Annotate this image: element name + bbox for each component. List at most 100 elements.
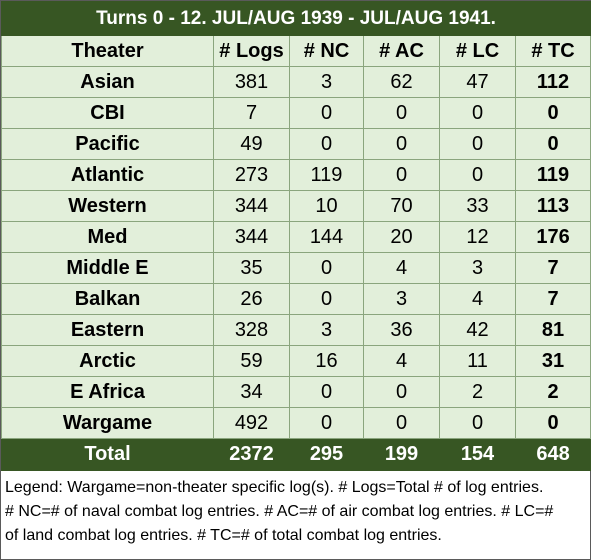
total-lc: 154 [439,438,516,471]
total-logs: 2372 [213,438,290,471]
cell-lc: 4 [439,283,516,315]
cell-ac: 4 [363,252,440,284]
table-row: Med 344 144 20 12 176 [1,221,591,253]
legend-line: of land combat log entries. # TC=# of to… [5,527,442,544]
total-ac: 199 [363,438,440,471]
table-row: Balkan 26 0 3 4 7 [1,283,591,315]
table-title: Turns 0 - 12. JUL/AUG 1939 - JUL/AUG 194… [0,1,591,36]
cell-theater: Asian [1,66,214,98]
cell-lc: 12 [439,221,516,253]
cell-logs: 34 [213,376,290,408]
cell-logs: 328 [213,314,290,346]
cell-tc: 113 [514,190,591,222]
table-row: CBI 7 0 0 0 0 [1,97,591,129]
cell-ac: 0 [363,128,440,160]
cell-tc: 119 [514,159,591,191]
cell-nc: 0 [289,252,364,284]
cell-tc: 31 [514,345,591,377]
cell-theater: Arctic [1,345,214,377]
cell-tc: 0 [514,97,591,129]
table-row: Middle E 35 0 4 3 7 [1,252,591,284]
cell-logs: 273 [213,159,290,191]
cell-theater: Med [1,221,214,253]
cell-theater: Atlantic [1,159,214,191]
table-title-row: Turns 0 - 12. JUL/AUG 1939 - JUL/AUG 194… [0,1,591,36]
cell-theater: Wargame [1,407,214,439]
header-theater: Theater [1,35,214,67]
cell-logs: 492 [213,407,290,439]
cell-lc: 0 [439,407,516,439]
cell-lc: 0 [439,159,516,191]
cell-ac: 4 [363,345,440,377]
cell-tc: 0 [514,128,591,160]
legend: Legend: Wargame=non-theater specific log… [5,476,588,548]
total-tc: 648 [514,438,591,471]
table-row: Asian 381 3 62 47 112 [1,66,591,98]
cell-ac: 0 [363,97,440,129]
cell-nc: 144 [289,221,364,253]
header-ac: # AC [363,35,440,67]
cell-nc: 10 [289,190,364,222]
table-row: E Africa 34 0 0 2 2 [1,376,591,408]
header-logs: # Logs [213,35,290,67]
legend-line: Legend: Wargame=non-theater specific log… [5,479,544,496]
cell-theater: E Africa [1,376,214,408]
cell-nc: 119 [289,159,364,191]
cell-lc: 42 [439,314,516,346]
cell-tc: 112 [514,66,591,98]
header-tc: # TC [514,35,591,67]
table-row: Pacific 49 0 0 0 0 [1,128,591,160]
cell-lc: 33 [439,190,516,222]
cell-nc: 0 [289,97,364,129]
cell-ac: 20 [363,221,440,253]
table-row: Western 344 10 70 33 113 [1,190,591,222]
cell-nc: 0 [289,376,364,408]
total-row: Total 2372 295 199 154 648 [1,438,591,471]
cell-lc: 11 [439,345,516,377]
cell-theater: CBI [1,97,214,129]
legend-line: # NC=# of naval combat log entries. # AC… [5,503,554,520]
cell-tc: 0 [514,407,591,439]
combat-log-table: Turns 0 - 12. JUL/AUG 1939 - JUL/AUG 194… [0,1,591,471]
cell-logs: 7 [213,97,290,129]
header-row: Theater # Logs # NC # AC # LC # TC [1,35,591,67]
cell-nc: 0 [289,283,364,315]
cell-ac: 0 [363,159,440,191]
cell-lc: 2 [439,376,516,408]
table-row: Atlantic 273 119 0 0 119 [1,159,591,191]
table-row: Eastern 328 3 36 42 81 [1,314,591,346]
table-row: Wargame 492 0 0 0 0 [1,407,591,439]
header-lc: # LC [439,35,516,67]
cell-ac: 3 [363,283,440,315]
cell-theater: Pacific [1,128,214,160]
cell-theater: Middle E [1,252,214,284]
cell-lc: 3 [439,252,516,284]
cell-tc: 2 [514,376,591,408]
cell-theater: Eastern [1,314,214,346]
cell-logs: 49 [213,128,290,160]
cell-ac: 62 [363,66,440,98]
cell-logs: 35 [213,252,290,284]
cell-ac: 70 [363,190,440,222]
cell-ac: 0 [363,407,440,439]
cell-logs: 26 [213,283,290,315]
cell-theater: Balkan [1,283,214,315]
cell-nc: 3 [289,66,364,98]
total-theater: Total [1,438,214,471]
cell-lc: 47 [439,66,516,98]
cell-lc: 0 [439,97,516,129]
cell-nc: 0 [289,128,364,160]
cell-ac: 36 [363,314,440,346]
cell-logs: 59 [213,345,290,377]
cell-nc: 16 [289,345,364,377]
cell-nc: 0 [289,407,364,439]
table-row: Arctic 59 16 4 11 31 [1,345,591,377]
cell-theater: Western [1,190,214,222]
cell-nc: 3 [289,314,364,346]
cell-lc: 0 [439,128,516,160]
cell-tc: 81 [514,314,591,346]
header-nc: # NC [289,35,364,67]
cell-tc: 7 [514,283,591,315]
cell-logs: 344 [213,221,290,253]
